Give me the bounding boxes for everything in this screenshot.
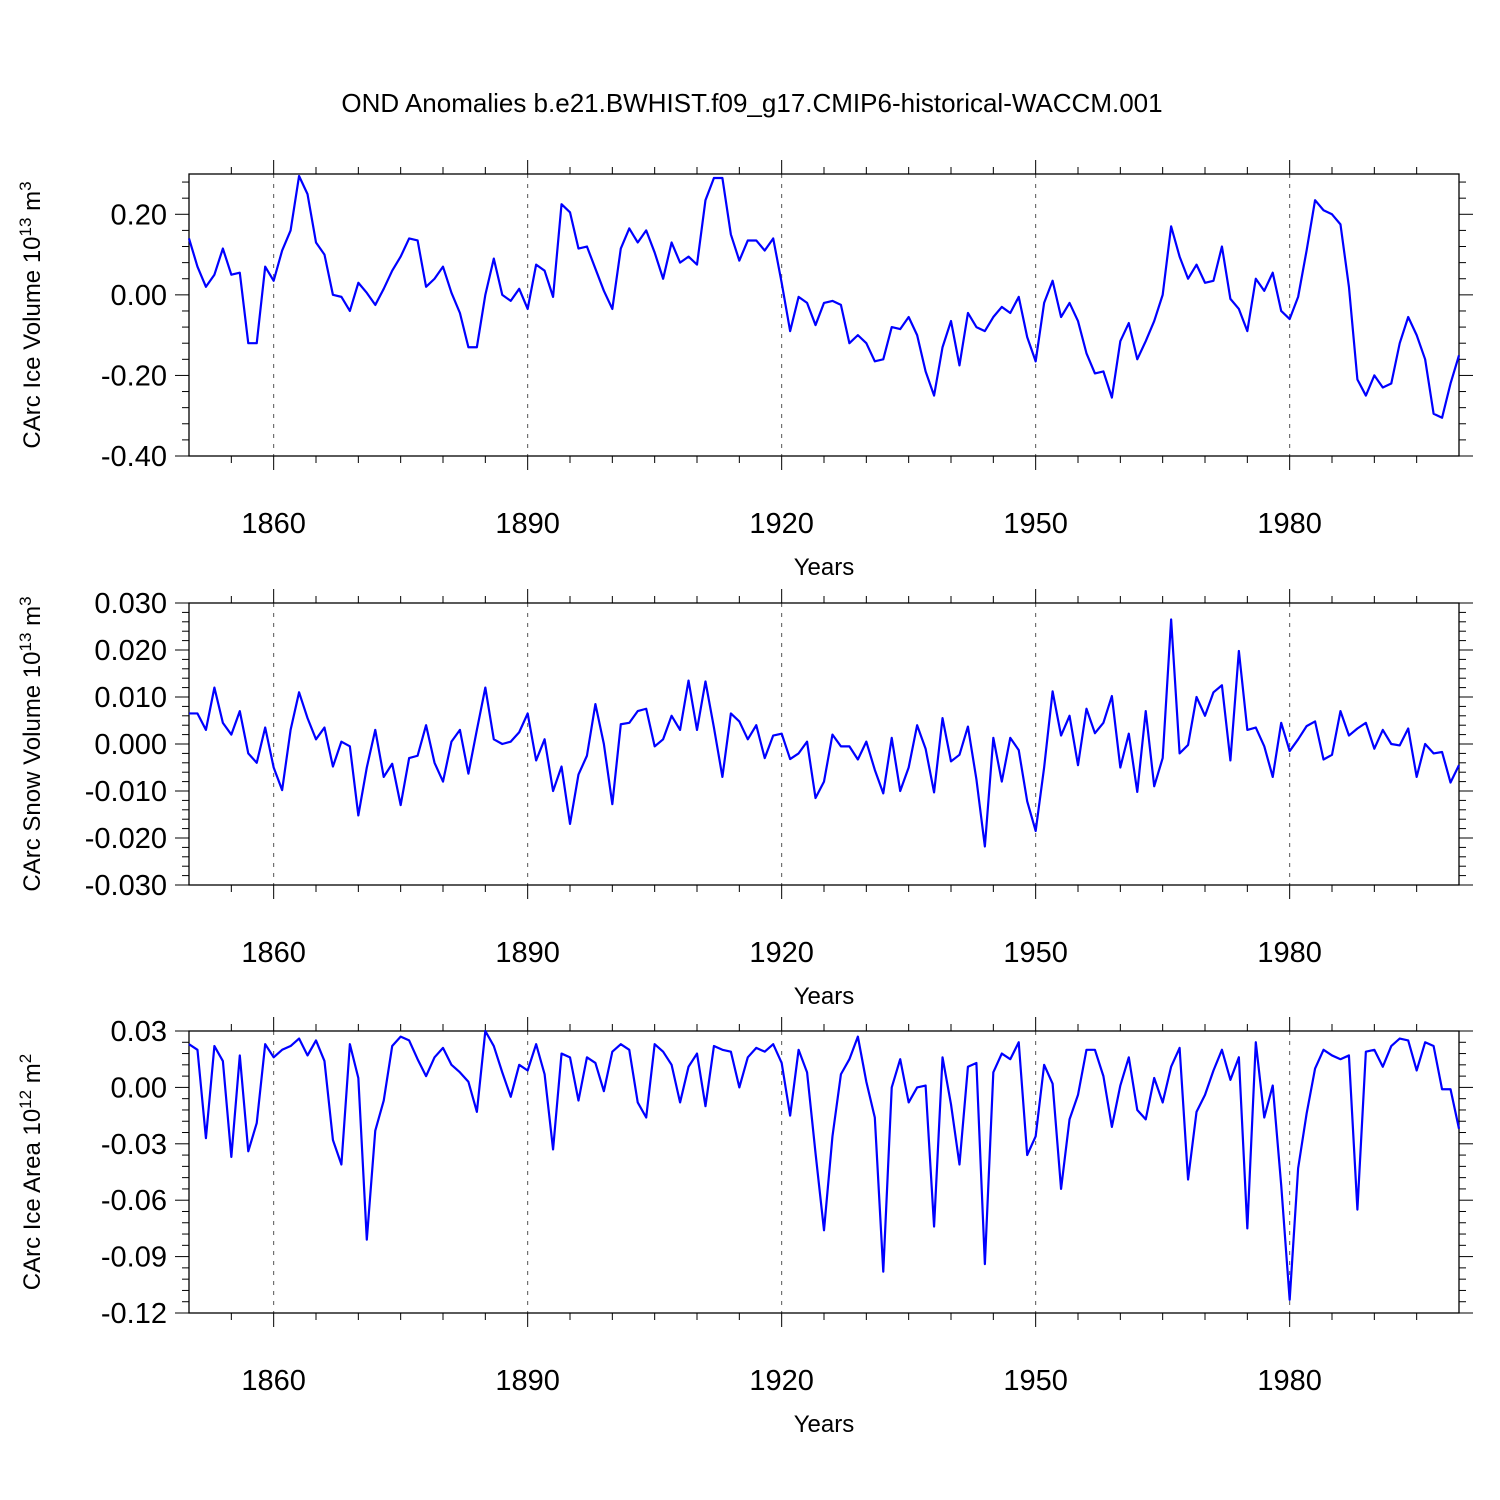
x-tick-label: 1860	[241, 937, 306, 969]
y-tick-label: -0.20	[101, 360, 167, 392]
series-line	[187, 174, 1461, 419]
series-line	[189, 618, 1460, 848]
y-tick-label: 0.020	[94, 635, 167, 667]
x-tick-label: 1980	[1257, 937, 1322, 969]
y-tick-label: -0.03	[101, 1129, 167, 1161]
y-axis-label-unit: m	[19, 191, 46, 218]
y-tick-label: 0.00	[111, 1072, 167, 1104]
x-tick-label: 1920	[749, 937, 814, 969]
x-axis-label: Years	[794, 983, 855, 1010]
y-tick-label: 0.030	[94, 588, 167, 620]
y-axis-label-base: CArc Snow Volume 10	[19, 651, 46, 891]
y-tick-label: -0.030	[85, 870, 167, 902]
x-tick-label: 1980	[1257, 1365, 1322, 1397]
y-axis-label-exp: 13	[16, 218, 35, 237]
x-tick-label: 1980	[1257, 508, 1322, 540]
y-tick-label: 0.010	[94, 682, 167, 714]
x-tick-label: 1950	[1003, 937, 1068, 969]
x-tick-label: 1920	[749, 1365, 814, 1397]
y-tick-label: 0.00	[111, 280, 167, 312]
y-tick-label: -0.020	[85, 823, 167, 855]
plot-frame	[188, 602, 1460, 886]
x-tick-label: 1890	[495, 937, 560, 969]
y-axis-label-unit: m	[19, 606, 46, 633]
x-tick-label: 1890	[495, 508, 560, 540]
y-tick-label: 0.20	[111, 199, 167, 231]
x-tick-label: 1890	[495, 1365, 560, 1397]
x-tick-label: 1950	[1003, 1365, 1068, 1397]
y-tick-label: -0.06	[101, 1185, 167, 1217]
y-axis-label-base: CArc Ice Volume 10	[19, 236, 46, 448]
x-tick-label: 1860	[241, 1365, 306, 1397]
y-axis-label: CArc Snow Volume 1013 m3	[16, 596, 47, 891]
chart-panels: 0.20 0.00 -0.20 -0.40 1860 1890 1920 1950 1980 Ye…	[16, 160, 1473, 1438]
y-tick-label: -0.010	[85, 776, 167, 808]
y-tick-label: -0.12	[101, 1298, 167, 1330]
panel-2: 0.030 0.020 0.010 0.000 -0.010 -0.020 -0.030 18…	[16, 588, 1473, 1010]
y-tick-label: -0.40	[101, 441, 167, 473]
y-axis-label-unit-exp: 3	[16, 596, 35, 605]
y-axis-label-exp: 13	[16, 633, 35, 652]
panel-3: 0.03 0.00 -0.03 -0.06 -0.09 -0.12 1860 1890 1920…	[16, 1016, 1473, 1438]
plot-frame	[188, 173, 1460, 457]
panel-1: 0.20 0.00 -0.20 -0.40 1860 1890 1920 1950 1980 Ye…	[16, 160, 1473, 581]
x-tick-label: 1920	[749, 508, 814, 540]
x-tick-label: 1950	[1003, 508, 1068, 540]
y-tick-label: 0.000	[94, 729, 167, 761]
y-axis-label: CArc Ice Area 1012 m2	[16, 1054, 47, 1290]
x-tick-label: 1860	[241, 508, 306, 540]
y-axis-label-unit-exp: 2	[16, 1054, 35, 1063]
y-tick-label: 0.03	[111, 1016, 167, 1048]
y-axis-label-base: CArc Ice Area 10	[19, 1109, 46, 1290]
figure-title: OND Anomalies b.e21.BWHIST.f09_g17.CMIP6…	[341, 88, 1162, 118]
x-axis-label: Years	[794, 1411, 855, 1438]
y-tick-label: -0.09	[101, 1242, 167, 1274]
y-axis-label-unit: m	[19, 1063, 46, 1090]
plot-frame	[188, 1030, 1460, 1314]
y-axis-label-exp: 12	[16, 1090, 35, 1109]
x-axis-label: Years	[794, 554, 855, 581]
y-axis-label: CArc Ice Volume 1013 m3	[16, 181, 47, 448]
series-line	[188, 1029, 1461, 1301]
y-axis-label-unit-exp: 3	[16, 181, 35, 190]
